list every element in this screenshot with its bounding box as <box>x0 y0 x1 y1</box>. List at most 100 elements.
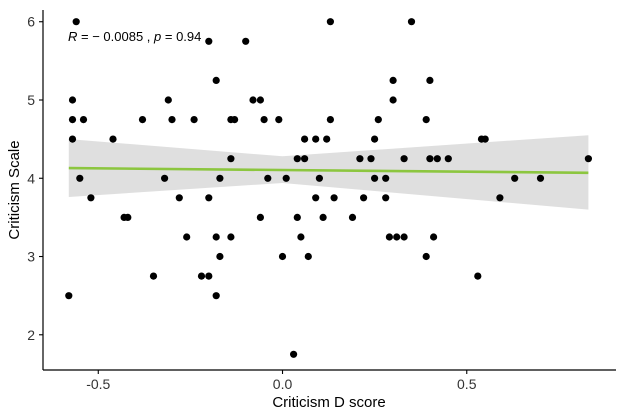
data-point <box>227 155 235 163</box>
data-point <box>444 155 452 163</box>
data-point <box>326 18 334 26</box>
data-point <box>260 116 268 124</box>
confidence-band <box>68 135 589 210</box>
data-point <box>212 233 220 241</box>
data-point <box>212 292 220 300</box>
data-point <box>496 194 504 202</box>
data-point <box>382 174 390 182</box>
data-point <box>231 116 239 124</box>
x-axis-title: Criticism D score <box>272 394 385 411</box>
data-point <box>389 96 397 104</box>
data-point <box>278 252 287 261</box>
data-point <box>79 116 88 124</box>
data-point <box>511 174 519 182</box>
data-point <box>430 233 438 241</box>
data-point <box>400 233 408 241</box>
data-point <box>389 76 397 84</box>
data-point <box>76 174 84 182</box>
data-point <box>256 96 264 104</box>
data-point <box>205 194 213 202</box>
data-point <box>68 116 77 124</box>
data-point <box>68 96 77 104</box>
data-point <box>275 116 283 124</box>
data-point <box>297 233 305 241</box>
data-point <box>161 174 169 182</box>
data-point <box>109 135 117 143</box>
data-point <box>407 18 416 26</box>
data-point <box>168 116 176 124</box>
data-point <box>348 213 357 221</box>
r-annotation-p-value: = 0.94 <box>161 29 201 44</box>
regression-line <box>68 166 589 175</box>
x-tick-label: 0.0 <box>273 376 293 392</box>
data-point <box>212 76 220 84</box>
data-point <box>426 155 434 163</box>
data-point <box>249 96 257 104</box>
data-point <box>374 116 382 124</box>
data-point <box>301 155 309 163</box>
data-point <box>264 174 272 182</box>
data-point <box>87 194 95 202</box>
data-point <box>301 135 309 143</box>
data-point <box>149 272 158 280</box>
data-point <box>382 194 390 202</box>
y-axis: 2 3 4 5 6 <box>27 10 44 370</box>
data-point <box>422 252 430 261</box>
data-point <box>256 213 264 221</box>
data-point <box>584 155 593 163</box>
data-point <box>175 194 183 202</box>
data-point <box>124 213 132 221</box>
regression-line-layer <box>68 166 589 175</box>
data-point <box>481 135 489 143</box>
data-point <box>282 174 290 182</box>
confidence-band-layer <box>68 135 589 210</box>
data-point <box>326 116 334 124</box>
data-point <box>216 174 224 182</box>
data-point <box>330 194 338 202</box>
data-point <box>164 96 172 104</box>
x-tick-label: 0.5 <box>457 376 477 392</box>
r-annotation-r-value: = − 0.0085 , <box>77 29 154 44</box>
data-point <box>216 252 224 261</box>
y-tick-label: 5 <box>27 92 35 108</box>
data-point <box>293 213 301 221</box>
data-point <box>312 135 320 143</box>
data-point <box>426 76 434 84</box>
data-point <box>474 272 482 280</box>
y-axis-title: Criticism Scale <box>6 140 23 239</box>
data-point <box>371 174 379 182</box>
y-tick-label: 2 <box>27 327 35 343</box>
data-point <box>433 155 441 163</box>
data-point <box>197 272 206 280</box>
x-tick-label: -0.5 <box>86 376 110 392</box>
data-point <box>536 174 545 182</box>
y-tick-label: 3 <box>27 249 35 265</box>
data-point <box>371 135 379 143</box>
data-point <box>205 272 213 280</box>
data-point <box>400 155 408 163</box>
data-point <box>68 135 77 143</box>
data-point <box>422 116 430 124</box>
data-points-layer <box>65 18 593 358</box>
data-point <box>290 350 298 358</box>
r-annotation-r: R <box>68 29 77 44</box>
data-point <box>190 116 198 124</box>
data-point <box>360 194 368 202</box>
data-point <box>304 252 312 261</box>
data-point <box>315 174 323 182</box>
data-point <box>356 155 364 163</box>
data-point <box>367 155 375 163</box>
data-point <box>242 37 250 45</box>
r-annotation: R = − 0.0085 , p = 0.94 <box>68 29 201 44</box>
data-point <box>183 233 191 241</box>
r-annotation-p: p <box>153 29 161 44</box>
data-point <box>319 213 327 221</box>
y-tick-label: 6 <box>27 14 35 30</box>
data-point <box>393 233 401 241</box>
data-point <box>323 135 331 143</box>
data-point <box>227 233 235 241</box>
data-point <box>205 37 213 45</box>
data-point <box>293 155 301 163</box>
data-point <box>65 292 73 300</box>
